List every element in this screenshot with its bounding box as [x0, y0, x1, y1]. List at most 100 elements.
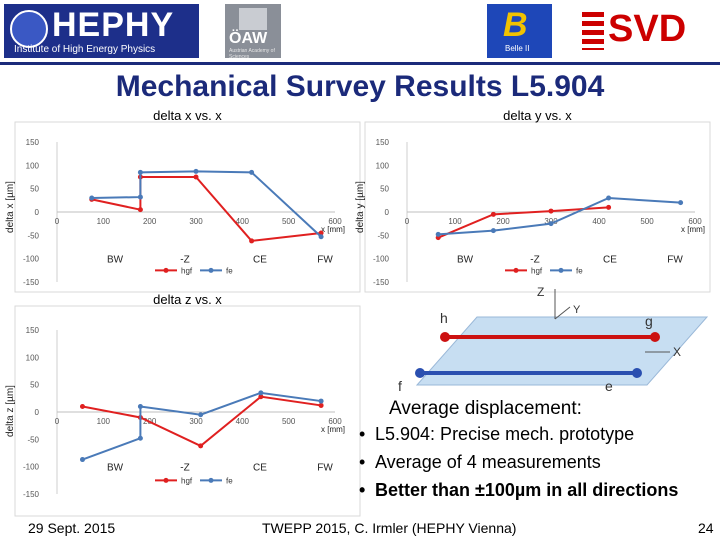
region-label: BW	[457, 255, 474, 266]
data-point-hgf	[193, 174, 199, 180]
x-tick-label: 100	[448, 217, 462, 226]
data-point-hgf	[198, 443, 204, 449]
region-label: CE	[603, 255, 617, 266]
footer-talk: TWEPP 2015, C. Irmler (HEPHY Vienna)	[262, 520, 517, 536]
oaw-logo: ÖAW Austrian Academy of Sciences	[225, 4, 281, 60]
y-tick-label: 150	[376, 138, 390, 147]
marker-h	[440, 332, 450, 342]
y-tick-label: 100	[376, 161, 390, 170]
x-tick-label: 200	[496, 217, 510, 226]
x-tick-label: 0	[55, 417, 60, 426]
belle-b-icon: B	[503, 6, 528, 44]
region-label: CE	[253, 463, 267, 474]
sensor-plane	[415, 316, 709, 386]
y-tick-label: 50	[30, 381, 39, 390]
data-point-fe	[193, 168, 199, 174]
chart-title: delta z vs. x	[153, 292, 222, 307]
y-axis-title: delta x [µm]	[5, 181, 16, 233]
x-tick-label: 100	[97, 417, 111, 426]
series-line-fe	[82, 391, 322, 461]
x-tick-label: 300	[189, 417, 203, 426]
marker-e	[632, 368, 642, 378]
chart-frame	[364, 121, 711, 293]
legend-label: hgf	[181, 476, 193, 485]
x-tick-label: 600	[328, 417, 342, 426]
y-tick-label: -100	[373, 255, 390, 264]
svd-stripes-icon	[582, 12, 604, 50]
x-tick-label: 300	[189, 217, 203, 226]
data-point-hgf	[249, 238, 255, 244]
x-axis-title: x [mm]	[321, 225, 345, 234]
data-point-fe	[198, 412, 204, 418]
data-point-fe	[79, 457, 85, 463]
region-label: BW	[107, 255, 124, 266]
y-tick-label: 0	[385, 208, 390, 217]
data-point-hgf	[137, 207, 143, 213]
oaw-subtitle: Austrian Academy of Sciences	[229, 48, 275, 60]
y-tick-label: 50	[30, 185, 39, 194]
series-line-hgf	[437, 206, 609, 239]
legend-marker-fe	[558, 267, 564, 273]
x-tick-label: 500	[282, 217, 296, 226]
y-tick-label: -50	[377, 231, 389, 240]
svd-name: SVD	[608, 8, 687, 50]
data-point-fe	[137, 435, 143, 441]
region-label: BW	[107, 463, 124, 474]
y-tick-label: 150	[26, 138, 40, 147]
data-point-fe	[490, 228, 496, 234]
belle2-logo: B Belle II	[487, 4, 552, 58]
data-point-hgf	[490, 211, 496, 217]
x-tick-label: 100	[97, 217, 111, 226]
academy-building-icon	[239, 8, 267, 30]
region-label: -Z	[180, 255, 189, 266]
summary-block: Average displacement: L5.904: Precise me…	[355, 398, 720, 504]
y-axis-title: delta z [µm]	[5, 385, 16, 437]
chart-title: delta y vs. x	[503, 108, 572, 123]
data-point-hgf	[548, 208, 554, 214]
x-tick-label: 0	[405, 217, 410, 226]
belle-name: Belle II	[505, 44, 530, 53]
hephy-name: HEPHY	[52, 6, 175, 44]
x-tick-label: 400	[592, 217, 606, 226]
point-g-label: g	[645, 313, 653, 329]
y-tick-label: 50	[380, 185, 389, 194]
legend-marker-hgf	[163, 477, 169, 483]
point-e-label: e	[605, 378, 613, 394]
data-point-fe	[318, 234, 324, 240]
region-label: -Z	[530, 255, 539, 266]
y-tick-label: 0	[35, 408, 40, 417]
hephy-logo: HEPHY Institute of High Energy Physics	[4, 4, 199, 58]
summary-heading: Average displacement:	[389, 398, 582, 419]
marker-f	[415, 368, 425, 378]
data-point-fe	[435, 231, 441, 237]
summary-list: L5.904: Precise mech. prototype Average …	[355, 420, 720, 504]
marker-g	[650, 332, 660, 342]
sensor-coordinate-diagram: Z Y X h g f e	[398, 285, 709, 394]
data-point-fe	[258, 390, 264, 396]
header-banner: HEPHY Institute of High Energy Physics Ö…	[0, 0, 720, 65]
point-h-label: h	[440, 310, 448, 326]
y-axis-line	[554, 306, 571, 320]
y-tick-label: -150	[23, 278, 40, 287]
hephy-subtitle: Institute of High Energy Physics	[14, 44, 156, 55]
legend-label: fe	[226, 476, 233, 485]
data-point-fe	[137, 169, 143, 175]
data-point-fe	[137, 194, 143, 200]
region-label: CE	[253, 255, 267, 266]
series-line-fe	[91, 170, 322, 238]
axis-z-label: Z	[537, 285, 544, 299]
x-tick-label: 500	[640, 217, 654, 226]
axis-y-label: Y	[573, 304, 581, 316]
legend-label: hgf	[181, 266, 193, 275]
data-point-fe	[548, 221, 554, 227]
data-point-hgf	[79, 404, 85, 410]
data-point-fe	[249, 169, 255, 175]
x-tick-label: 200	[143, 217, 157, 226]
y-tick-label: -150	[23, 490, 40, 499]
series-line-hgf	[91, 176, 322, 242]
data-point-fe	[606, 195, 612, 201]
x-axis-title: x [mm]	[321, 425, 345, 434]
data-point-fe	[89, 195, 95, 201]
summary-item: Average of 4 measurements	[355, 448, 720, 476]
x-tick-label: 400	[236, 417, 250, 426]
